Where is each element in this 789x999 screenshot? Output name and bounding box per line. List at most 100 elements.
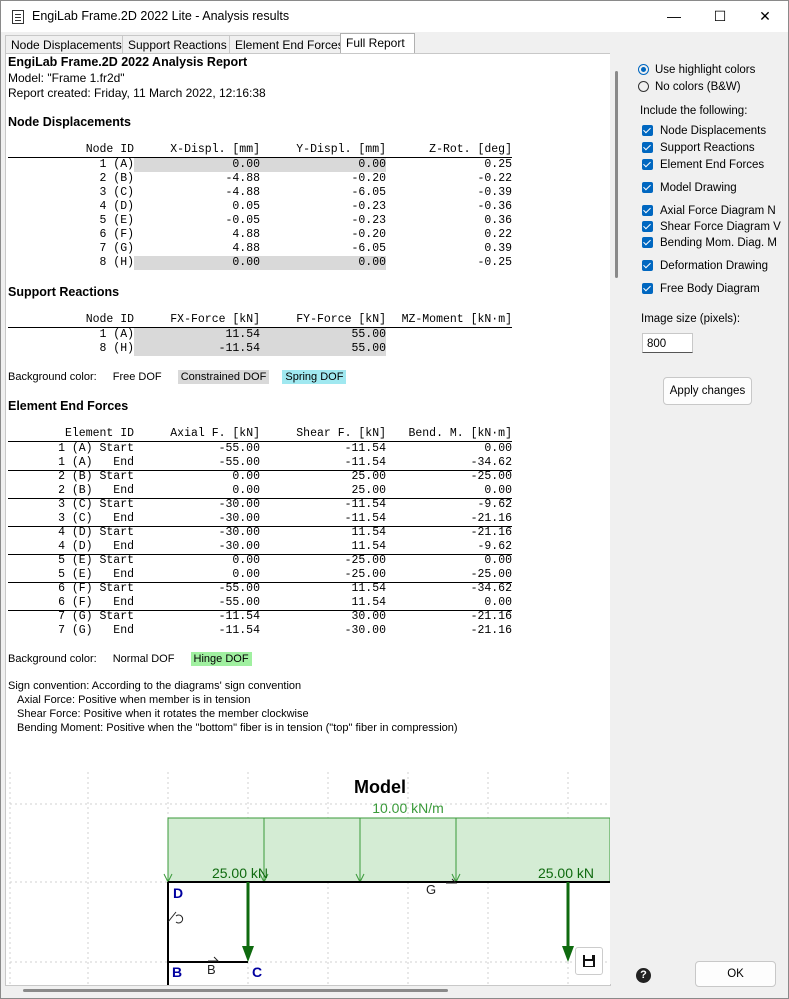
- checkbox-checked-icon[interactable]: [642, 237, 653, 248]
- element_end_forces-cell: -21.16: [470, 526, 512, 539]
- element_end_forces-row: 5 (E) End 0.00 -25.00 -25.00: [8, 568, 512, 582]
- save-image-button[interactable]: [575, 947, 603, 975]
- element_end_forces-cell: 11.54: [351, 540, 386, 553]
- element_end_forces-row: 4 (D) Start -30.00 11.54 -21.16: [8, 526, 512, 540]
- legend-constrained-dof: Constrained DOF: [177, 370, 270, 384]
- checkbox-checked-icon[interactable]: [642, 260, 653, 271]
- element_end_forces-cell: -21.16: [470, 512, 512, 525]
- element_end_forces-row: 1 (A) End -55.00 -11.54 -34.62: [8, 456, 512, 470]
- element_end_forces-cell: 11.54: [351, 526, 386, 539]
- report-created: Report created: Friday, 11 March 2022, 1…: [8, 86, 266, 100]
- legend-hinge: Background color: Normal DOF Hinge DOF: [8, 652, 252, 666]
- element_end_forces-row-separator: [8, 610, 512, 611]
- report-vertical-scrollbar[interactable]: [610, 53, 624, 984]
- sign-convention-title: Sign convention: According to the diagra…: [8, 680, 302, 692]
- tab-support-reactions[interactable]: Support Reactions: [122, 35, 234, 54]
- node_displacements-cell: 0.00: [260, 158, 386, 172]
- element_end_forces-row: 6 (F) Start -55.00 11.54 -34.62: [8, 582, 512, 596]
- checkbox-checked-icon[interactable]: [642, 159, 653, 170]
- report-view[interactable]: EngiLab Frame.2D 2022 Analysis Report Mo…: [5, 53, 611, 986]
- element_end_forces-header-row: Element ID Axial F. [kN] Shear F. [kN] Bend…: [8, 427, 512, 442]
- close-button[interactable]: ✕: [759, 8, 771, 24]
- legend-spring-dof: Spring DOF: [282, 370, 347, 384]
- include-element-end-forces[interactable]: Element End Forces: [642, 159, 764, 171]
- include-deformation-drawing[interactable]: Deformation Drawing: [642, 260, 768, 272]
- node-label-d: D: [173, 885, 183, 901]
- checkbox-checked-icon[interactable]: [642, 125, 653, 136]
- include-bending-mom-diag-m[interactable]: Bending Mom. Diag. M: [642, 237, 777, 249]
- element_end_forces-row: 6 (F) End -55.00 11.54 0.00: [8, 596, 512, 610]
- ok-button[interactable]: OK: [695, 961, 776, 987]
- element_end_forces-row-separator: [8, 582, 512, 583]
- include-item-label: Model Drawing: [660, 182, 737, 194]
- node_displacements-col-header-3: Z-Rot. [deg]: [429, 143, 512, 156]
- element_end_forces-cell: 0.00: [232, 568, 260, 581]
- support-reactions-heading: Support Reactions: [8, 285, 120, 299]
- element_end_forces-cell: 1 (A) Start: [58, 442, 134, 455]
- checkbox-checked-icon[interactable]: [642, 182, 653, 193]
- include-axial-force-diagram-n[interactable]: Axial Force Diagram N: [642, 205, 776, 217]
- horizontal-scroll-thumb[interactable]: [23, 989, 448, 992]
- include-support-reactions[interactable]: Support Reactions: [642, 142, 755, 154]
- element_end_forces-cell: -25.00: [344, 554, 386, 567]
- element_end_forces-cell: 6 (F) Start: [58, 582, 134, 595]
- include-free-body-diagram[interactable]: Free Body Diagram: [642, 283, 760, 295]
- help-icon[interactable]: ?: [636, 968, 651, 983]
- node_displacements-row: 7 (G) 4.88 -6.05 0.39: [8, 242, 512, 256]
- node_displacements-row: 1 (A) 0.00 0.00 0.25: [8, 158, 512, 172]
- element_end_forces-cell: -55.00: [218, 442, 260, 455]
- tab-element-end-forces[interactable]: Element End Forces: [229, 35, 348, 54]
- include-model-drawing[interactable]: Model Drawing: [642, 182, 737, 194]
- option-use-highlight-colors[interactable]: Use highlight colors: [638, 64, 755, 76]
- node_displacements-cell: 0.00: [134, 158, 260, 172]
- include-node-displacements[interactable]: Node Displacements: [642, 125, 766, 137]
- title-bar: EngiLab Frame.2D 2022 Lite - Analysis re…: [1, 1, 788, 32]
- element_end_forces-row: 3 (C) Start -30.00 -11.54 -9.62: [8, 498, 512, 512]
- node_displacements-row: 6 (F) 4.88 -0.20 0.22: [8, 228, 512, 242]
- checkbox-checked-icon[interactable]: [642, 205, 653, 216]
- option-no-colors[interactable]: No colors (B&W): [638, 81, 741, 93]
- report-horizontal-scrollbar[interactable]: [5, 984, 609, 998]
- element_end_forces-cell: -55.00: [218, 582, 260, 595]
- report-model: Model: "Frame 1.fr2d": [8, 71, 125, 85]
- node-label-b: B: [172, 964, 182, 980]
- element_end_forces-cell: 7 (G) Start: [58, 610, 134, 623]
- support_reactions-cell: [386, 342, 512, 356]
- include-item-label: Shear Force Diagram V: [660, 221, 781, 233]
- node-displacements-heading: Node Displacements: [8, 115, 131, 129]
- element_end_forces-cell: -11.54: [344, 512, 386, 525]
- minimize-button[interactable]: —: [667, 8, 681, 24]
- support_reactions-cell: 1 (A): [99, 328, 134, 341]
- element_end_forces-cell: -30.00: [344, 624, 386, 637]
- checkbox-checked-icon[interactable]: [642, 142, 653, 153]
- element_end_forces-cell: -55.00: [218, 456, 260, 469]
- include-shear-force-diagram-v[interactable]: Shear Force Diagram V: [642, 221, 781, 233]
- checkbox-checked-icon[interactable]: [642, 283, 653, 294]
- tab-node-displacements[interactable]: Node Displacements: [5, 35, 123, 54]
- element_end_forces-row-separator: [8, 554, 512, 555]
- include-item-label: Deformation Drawing: [660, 260, 769, 272]
- support_reactions-cell: 11.54: [134, 328, 260, 342]
- node_displacements-cell: -4.88: [225, 186, 260, 199]
- report-title: EngiLab Frame.2D 2022 Analysis Report: [8, 55, 248, 69]
- node_displacements-cell: 0.36: [484, 214, 512, 227]
- node_displacements-cell: 7 (G): [99, 242, 134, 255]
- image-size-input[interactable]: 800: [642, 333, 693, 353]
- element_end_forces-cell: -9.62: [477, 540, 512, 553]
- node_displacements-cell: 0.25: [484, 158, 512, 171]
- sign-convention-axial: Axial Force: Positive when member is in …: [17, 694, 251, 706]
- radio-selected-icon[interactable]: [638, 64, 649, 75]
- include-item-label: Free Body Diagram: [660, 283, 760, 295]
- checkbox-checked-icon[interactable]: [642, 221, 653, 232]
- node_displacements-cell: -0.23: [351, 214, 386, 227]
- support_reactions-cell: 55.00: [260, 328, 386, 342]
- apply-changes-button[interactable]: Apply changes: [663, 377, 752, 405]
- tab-full-report[interactable]: Full Report: [340, 33, 415, 55]
- support_reactions-col-header-1: FX-Force [kN]: [170, 313, 260, 326]
- vertical-scroll-thumb[interactable]: [615, 71, 618, 278]
- radio-unselected-icon[interactable]: [638, 81, 649, 92]
- maximize-button[interactable]: ☐: [713, 8, 727, 24]
- element_end_forces-cell: 0.00: [484, 442, 512, 455]
- node_displacements-cell: 4.88: [232, 228, 260, 241]
